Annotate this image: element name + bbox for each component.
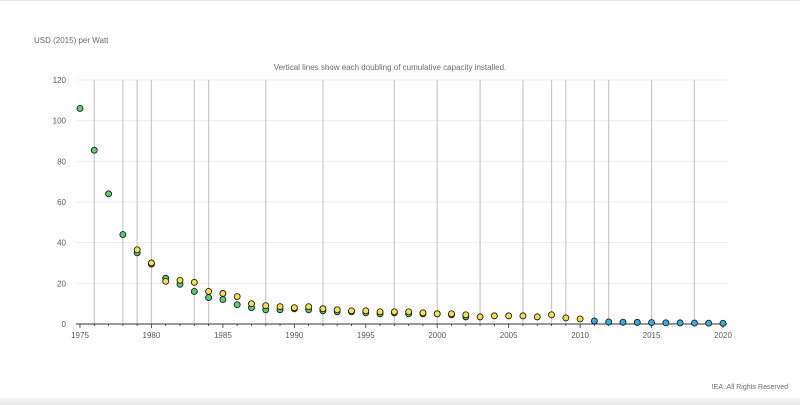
data-point-yellow (233, 293, 241, 300)
y-tick-label: 20 (57, 279, 66, 288)
y-tick-label: 40 (57, 239, 66, 248)
data-point-yellow (462, 311, 470, 319)
x-tick-label: 1990 (285, 331, 303, 340)
data-point-green (190, 288, 198, 295)
data-point-blue (676, 319, 684, 327)
doubling-lines (93, 80, 696, 324)
data-point-yellow (405, 308, 413, 316)
y-tick-label: 120 (53, 76, 67, 85)
data-point-blue (605, 318, 613, 326)
x-tick-label: 2015 (643, 331, 661, 340)
data-point-yellow (390, 308, 398, 316)
data-point-yellow (419, 309, 427, 317)
data-point-yellow (533, 313, 541, 321)
data-point-yellow (576, 315, 584, 323)
data-point-yellow (433, 310, 441, 318)
data-point-yellow (262, 302, 270, 310)
data-point-blue (662, 319, 670, 327)
top-divider (0, 0, 800, 1)
y-tick-label: 80 (57, 157, 66, 166)
data-point-green (233, 301, 241, 309)
data-point-yellow (319, 305, 327, 313)
y-tick-label: 100 (53, 117, 67, 126)
data-point-yellow (333, 306, 341, 314)
data-point-yellow (376, 308, 384, 316)
x-tick-label: 1985 (214, 331, 232, 340)
data-point-yellow (505, 312, 513, 320)
data-point-yellow (147, 259, 155, 267)
data-point-yellow (162, 277, 170, 285)
data-point-yellow (476, 313, 484, 321)
data-point-blue (690, 319, 698, 327)
data-point-blue (648, 319, 656, 327)
chart-subtitle: Vertical lines show each doubling of cum… (274, 63, 507, 72)
data-point-yellow (248, 300, 255, 308)
data-point-green (119, 231, 127, 238)
data-point-yellow (305, 303, 313, 311)
grid-lines (76, 79, 727, 284)
data-point-green (76, 105, 84, 112)
data-point-green (219, 296, 227, 304)
y-tick-label: 0 (62, 320, 67, 329)
bottom-divider (0, 398, 800, 405)
x-tick-label: 2020 (714, 331, 732, 340)
data-point-green (90, 146, 98, 154)
data-point-yellow (562, 314, 570, 322)
data-point-yellow (348, 307, 355, 315)
data-point-yellow (448, 310, 455, 318)
data-point-yellow (205, 288, 213, 295)
x-tick-label: 1980 (143, 331, 161, 340)
data-point-blue (719, 319, 727, 327)
x-tick-label: 2000 (428, 331, 446, 340)
data-point-green (205, 294, 213, 302)
axes: 0 20 40 60 80 100 120 1975 1980 1985 1990 1995 2000 2… (53, 76, 733, 340)
x-tick-label: 1975 (71, 331, 89, 340)
data-point-yellow (190, 278, 198, 286)
data-point-blue (705, 319, 713, 327)
data-point-blue (619, 318, 627, 326)
x-tick-label: 2010 (571, 331, 589, 340)
data-point-yellow (176, 276, 184, 284)
y-axis-unit-label: USD (2015) per Watt (34, 36, 109, 45)
data-point-green (105, 190, 113, 198)
data-point-yellow (362, 307, 370, 315)
data-point-yellow (219, 290, 227, 297)
y-tick-label: 60 (57, 198, 66, 207)
data-point-blue (633, 318, 641, 326)
data-point-yellow (276, 303, 284, 311)
source-credit: IEA. All Rights Reserved (711, 384, 788, 391)
data-point-yellow (490, 312, 498, 320)
x-tick-label: 2005 (500, 331, 518, 340)
data-point-yellow (133, 246, 141, 254)
data-point-blue (590, 317, 598, 325)
data-points (76, 105, 727, 327)
data-point-yellow (548, 311, 555, 319)
data-point-yellow (519, 312, 527, 320)
x-tick-label: 1995 (357, 331, 375, 340)
data-point-yellow (290, 304, 298, 312)
